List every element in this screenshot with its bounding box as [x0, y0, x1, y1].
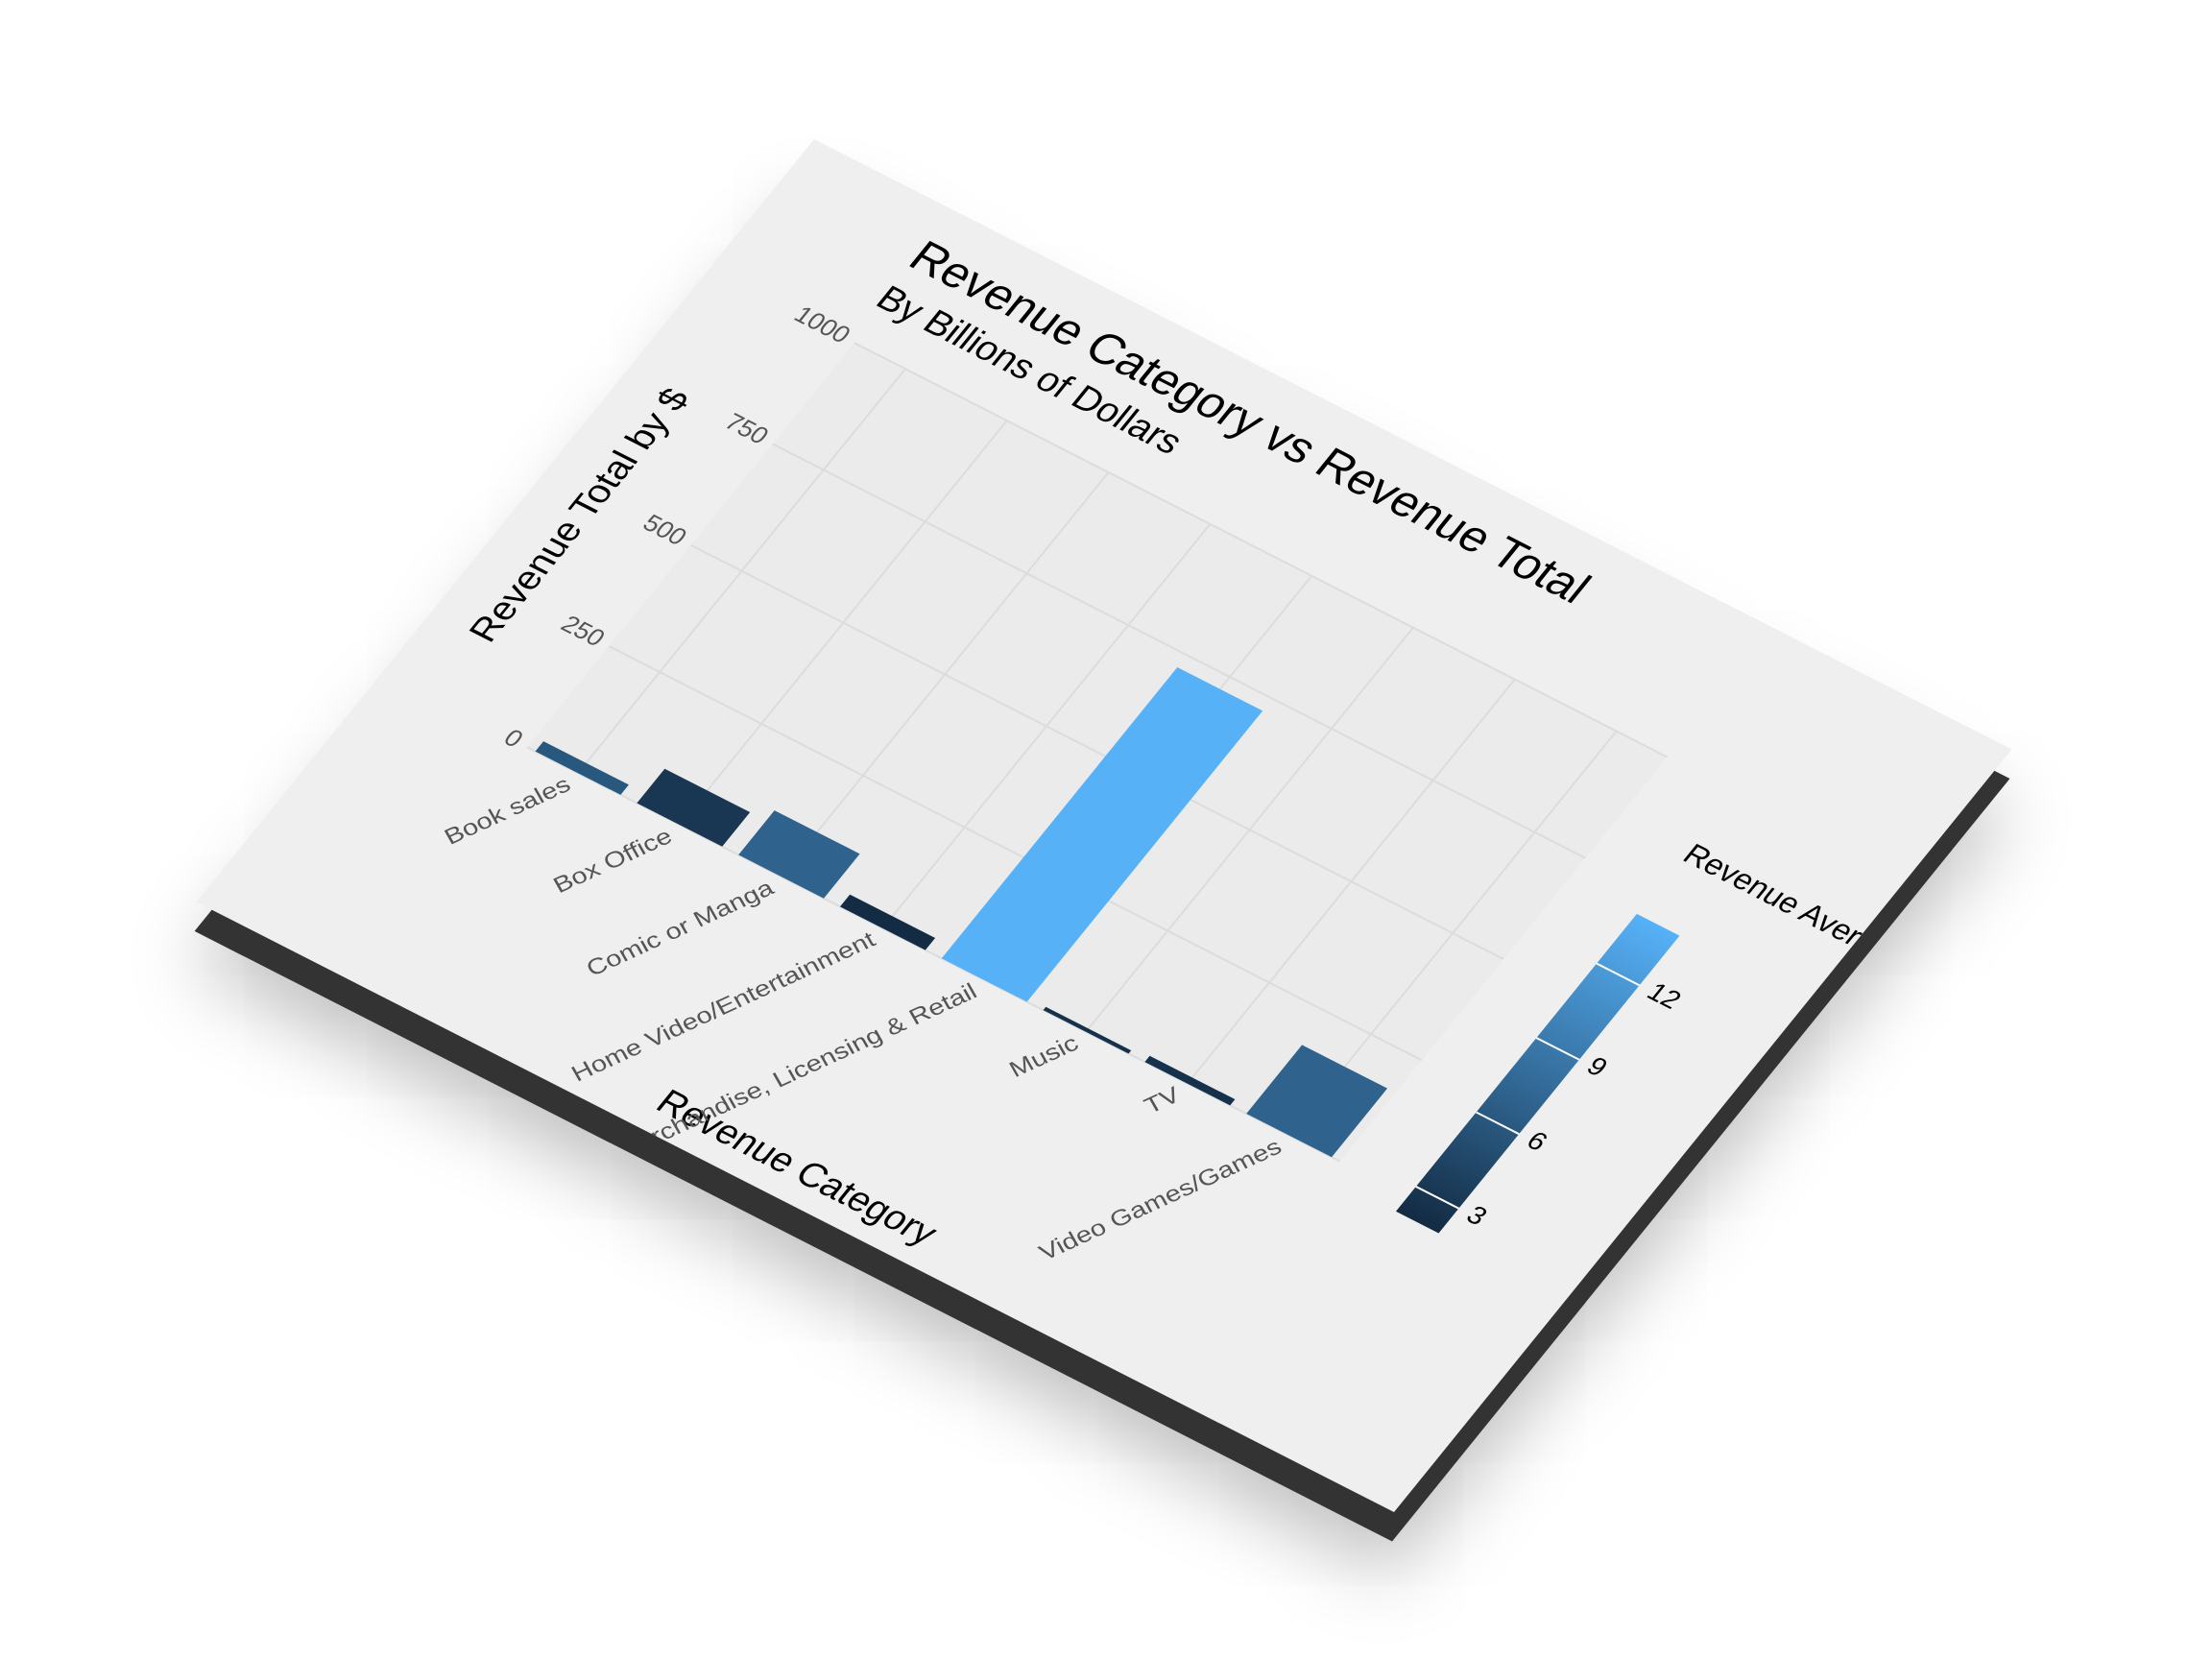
x-tick-label: Video Games/Games	[1034, 1133, 1286, 1265]
legend-tick	[1535, 1037, 1580, 1061]
board: Revenue Category vs Revenue Total By Bil…	[196, 138, 2012, 1513]
y-tick-label: 500	[637, 509, 693, 550]
color-bar	[1395, 913, 1680, 1234]
grid-line	[577, 368, 906, 774]
grid-line	[1085, 627, 1414, 1033]
bar	[738, 810, 860, 899]
grid-line	[772, 443, 1586, 859]
x-tick-label: Merchandise, Licensing & Retail	[611, 978, 981, 1166]
legend-tick-label: 3	[1461, 1200, 1494, 1231]
grid-line	[608, 645, 1423, 1062]
chart: Revenue Category vs Revenue Total By Bil…	[440, 232, 2010, 1266]
legend-tick	[1596, 962, 1641, 987]
bar	[1246, 1045, 1388, 1158]
y-tick-label: 1000	[788, 301, 856, 349]
x-tick-label: Comic or Manga	[582, 875, 779, 982]
grid-line	[780, 471, 1110, 878]
x-tick-label: TV	[1140, 1081, 1185, 1118]
bar	[839, 894, 936, 950]
legend-tick-label: 6	[1521, 1125, 1553, 1156]
bar	[637, 768, 751, 847]
grid-line	[689, 543, 1504, 960]
legend-tick	[1415, 1186, 1460, 1210]
legend-tick-label: 9	[1581, 1051, 1614, 1082]
y-tick-label: 250	[556, 610, 612, 651]
bar	[535, 741, 629, 795]
x-tick-label: Music	[1004, 1030, 1082, 1083]
grid-line	[881, 523, 1212, 929]
y-tick-label: 750	[719, 408, 775, 449]
grid-line	[854, 342, 1669, 758]
bar	[1043, 1006, 1132, 1054]
legend-tick	[1475, 1111, 1520, 1135]
y-tick-label: 0	[498, 724, 529, 753]
x-tick-label: Box Office	[548, 823, 676, 899]
legend-tick-label: 12	[1642, 976, 1688, 1014]
x-tick-label: Book sales	[440, 771, 575, 850]
grid-line	[1186, 679, 1516, 1085]
bar	[1144, 1055, 1236, 1106]
bar	[941, 667, 1263, 1002]
legend-title: Revenue Average Billions	[1676, 837, 2009, 1023]
grid-line	[678, 420, 1008, 826]
